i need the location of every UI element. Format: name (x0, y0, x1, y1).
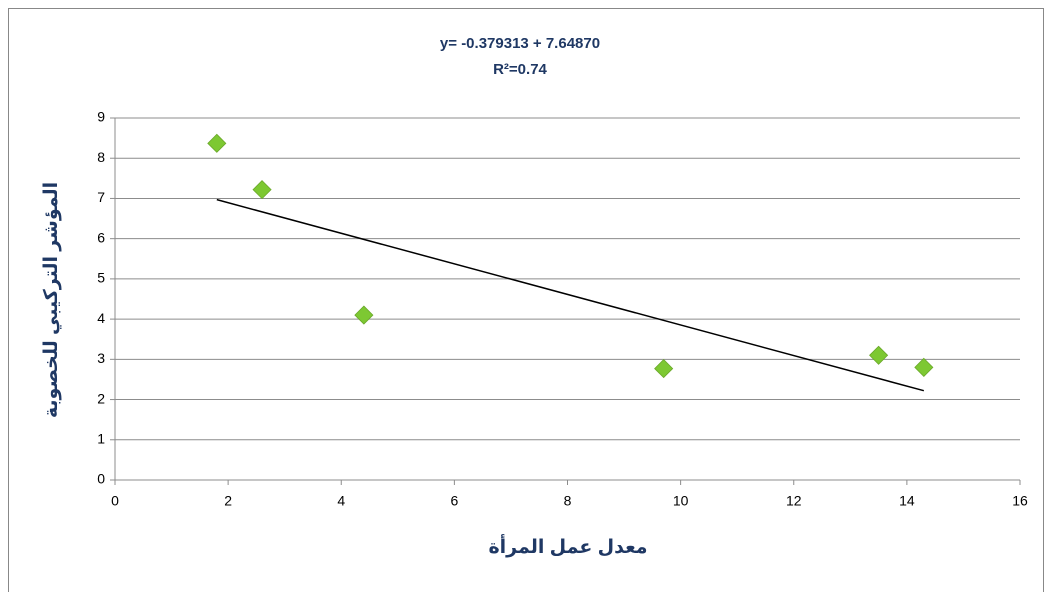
x-tick-label: 14 (899, 493, 915, 509)
data-point (654, 359, 674, 379)
x-tick-label: 16 (1012, 493, 1028, 509)
trendline (216, 198, 925, 392)
data-point (354, 305, 374, 325)
y-tick-label: 9 (97, 109, 105, 125)
x-tick-label: 6 (450, 493, 458, 509)
x-tick-label: 0 (111, 493, 119, 509)
x-tick-label: 8 (564, 493, 572, 509)
y-tick-label: 1 (97, 430, 105, 446)
x-tick-label: 2 (224, 493, 232, 509)
data-point (869, 345, 889, 365)
x-tick-label: 4 (337, 493, 345, 509)
data-point (207, 133, 227, 153)
chart-border (8, 8, 1044, 592)
y-axis-title: المؤشر التركيبي للخصوبة (41, 182, 62, 418)
y-tick-label: 0 (97, 471, 105, 487)
data-point (252, 180, 272, 200)
y-tick-label: 8 (97, 149, 105, 165)
y-tick-label: 5 (97, 270, 105, 286)
y-tick-label: 2 (97, 390, 105, 406)
x-tick-label: 12 (786, 493, 802, 509)
y-tick-label: 6 (97, 229, 105, 245)
x-tick-label: 10 (673, 493, 689, 509)
chart-subtitle: R²=0.74 (493, 61, 547, 78)
y-tick-label: 7 (97, 189, 105, 205)
y-tick-label: 3 (97, 350, 105, 366)
y-tick-label: 4 (97, 310, 105, 326)
x-axis-title: معدل عمل المرأة (488, 534, 647, 558)
chart-title: y= -0.379313 + 7.64870 (440, 35, 600, 52)
data-point (914, 357, 934, 377)
